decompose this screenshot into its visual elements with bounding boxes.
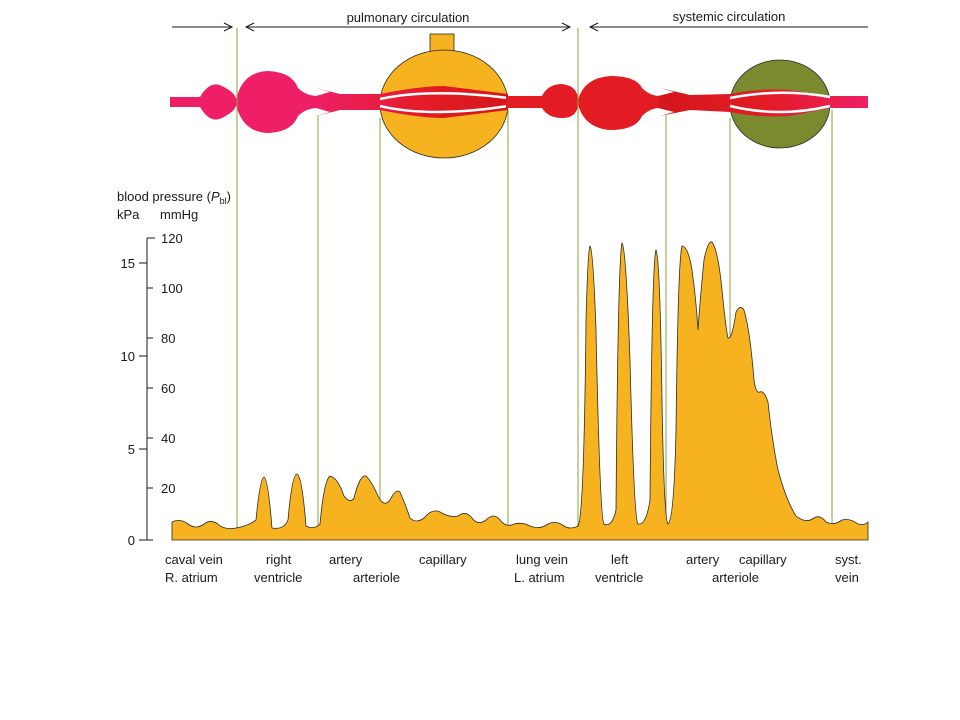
label-arteriole-systemic: arteriole xyxy=(712,570,759,585)
label-ventricle-right: ventricle xyxy=(254,570,302,585)
left-ventricle-shape xyxy=(578,76,660,130)
mmhg-tick-80: 80 xyxy=(161,331,175,346)
right-ventricle-shape xyxy=(236,71,318,133)
mmhg-tick-120: 120 xyxy=(161,231,183,246)
kpa-tick-5: 5 xyxy=(128,442,135,457)
unit-mmhg: mmHg xyxy=(160,207,198,222)
label-vein: vein xyxy=(835,570,859,585)
label-left: left xyxy=(611,552,629,567)
mmhg-tick-100: 100 xyxy=(161,281,183,296)
label-ventricle-left: ventricle xyxy=(595,570,643,585)
lung-vessel-highlight-bottom xyxy=(379,104,509,114)
body-vessel-highlight-bottom xyxy=(729,104,831,114)
y-axis xyxy=(139,237,155,541)
lung-vessel-highlight-top xyxy=(379,92,509,101)
systemic-circulation-label: systemic circulation xyxy=(673,9,786,24)
mmhg-tick-40: 40 xyxy=(161,431,175,446)
label-l-atrium: L. atrium xyxy=(514,570,565,585)
vessel-schematic xyxy=(170,33,868,159)
label-capillary-pulmonary: capillary xyxy=(419,552,467,567)
label-lung-vein: lung vein xyxy=(516,552,568,567)
kpa-tick-15: 15 xyxy=(121,256,135,271)
label-r-atrium: R. atrium xyxy=(165,570,218,585)
mmhg-tick-20: 20 xyxy=(161,481,175,496)
mmhg-tick-60: 60 xyxy=(161,381,175,396)
label-artery-pulmonary: artery xyxy=(329,552,363,567)
body-vessel-highlight-top xyxy=(729,91,831,100)
label-caval-vein: caval vein xyxy=(165,552,223,567)
unit-kpa: kPa xyxy=(117,207,140,222)
axis-title: blood pressure (Pbl) xyxy=(117,189,231,206)
kpa-tick-10: 10 xyxy=(121,349,135,364)
label-syst: syst. xyxy=(835,552,862,567)
label-artery-systemic: artery xyxy=(686,552,720,567)
pulmonary-circulation-label: pulmonary circulation xyxy=(347,10,470,25)
pressure-curve xyxy=(171,241,869,541)
kpa-tick-0: 0 xyxy=(128,533,135,548)
label-arteriole-pulmonary: arteriole xyxy=(353,570,400,585)
label-right: right xyxy=(266,552,292,567)
pulmonary-vessel xyxy=(316,86,508,118)
header-arrows xyxy=(172,22,868,32)
caval-vein-r-atrium xyxy=(170,84,238,120)
label-capillary-systemic: capillary xyxy=(739,552,787,567)
lung-vein-l-atrium xyxy=(506,84,580,118)
